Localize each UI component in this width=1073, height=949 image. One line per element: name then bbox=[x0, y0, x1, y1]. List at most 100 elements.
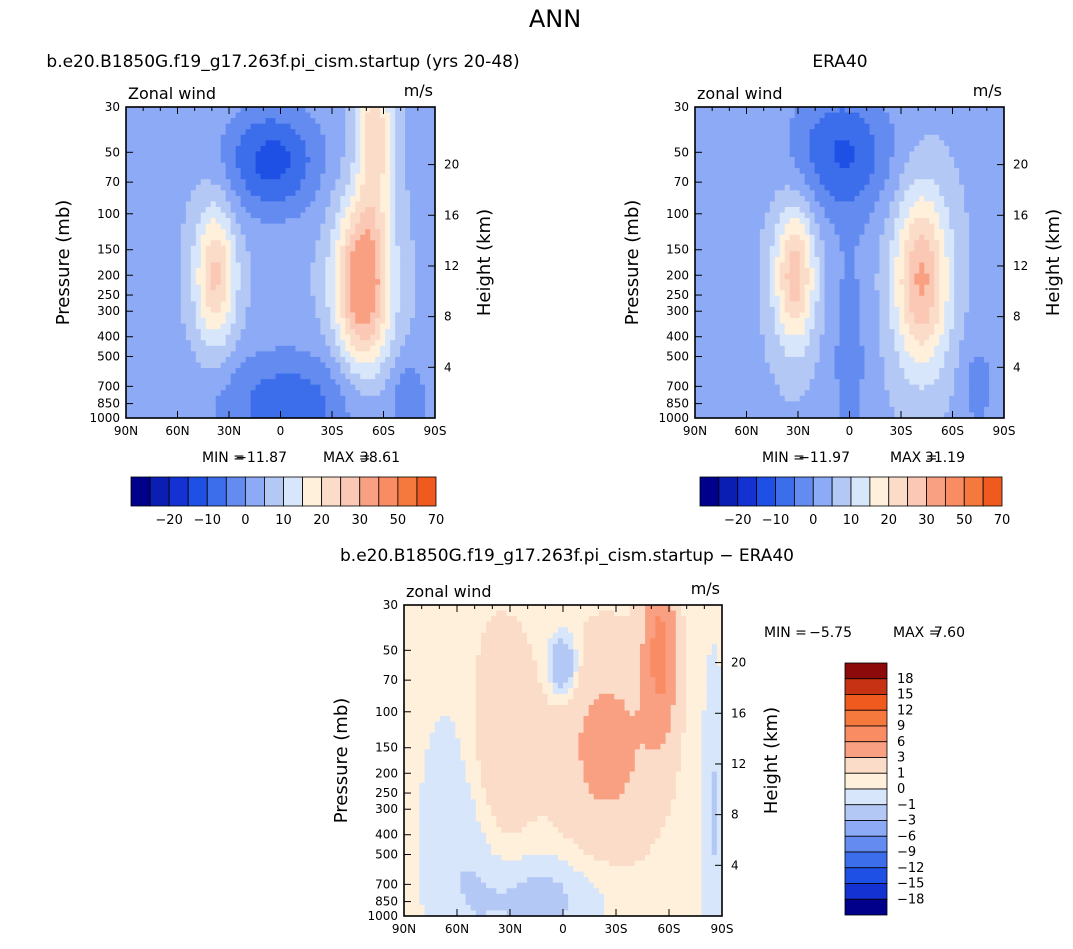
heatmap-cell bbox=[190, 373, 197, 380]
heatmap-cell bbox=[205, 362, 212, 369]
heatmap-cell bbox=[155, 345, 162, 352]
heatmap-cell bbox=[380, 107, 386, 114]
heatmap-cell bbox=[305, 373, 311, 380]
heatmap-cell bbox=[335, 234, 341, 241]
heatmap-cell bbox=[395, 107, 401, 114]
heatmap-cell bbox=[300, 140, 307, 147]
heatmap-cell bbox=[310, 351, 316, 358]
heatmap-cell bbox=[245, 306, 252, 314]
heatmap-cell bbox=[365, 134, 371, 141]
heatmap-cell bbox=[205, 179, 212, 186]
heatmap-cell bbox=[744, 206, 751, 214]
heatmap-cell bbox=[325, 279, 331, 286]
heatmap-cell bbox=[330, 379, 336, 386]
heatmap-cell bbox=[130, 195, 137, 203]
heatmap-cell bbox=[126, 123, 132, 130]
heatmap-cell bbox=[270, 323, 277, 330]
heatmap-cell bbox=[215, 256, 222, 264]
heatmap-cell bbox=[714, 140, 721, 147]
heatmap-cell bbox=[400, 240, 406, 247]
heatmap-cell bbox=[989, 173, 995, 180]
heatmap-cell bbox=[849, 212, 856, 219]
heatmap-cell bbox=[220, 134, 227, 141]
heatmap-cell bbox=[809, 140, 816, 147]
heatmap-cell bbox=[420, 284, 426, 291]
heatmap-cell bbox=[290, 256, 297, 264]
heatmap-cell bbox=[969, 156, 975, 164]
heatmap-cell bbox=[919, 173, 925, 180]
heatmap-cell bbox=[275, 334, 282, 341]
heatmap-cell bbox=[370, 206, 376, 214]
heatmap-cell bbox=[360, 245, 366, 252]
heatmap-cell bbox=[160, 362, 167, 369]
heatmap-cell bbox=[340, 351, 346, 358]
heatmap-cell bbox=[824, 145, 831, 153]
heatmap-cell bbox=[834, 206, 841, 214]
heatmap-cell bbox=[240, 184, 247, 191]
heatmap-cell bbox=[345, 107, 351, 114]
heatmap-cell bbox=[829, 145, 836, 153]
heatmap-cell bbox=[395, 295, 401, 302]
heatmap-cell bbox=[839, 173, 846, 180]
heatmap-cell bbox=[749, 118, 756, 125]
heatmap-cell bbox=[170, 223, 177, 230]
heatmap-cell bbox=[699, 118, 706, 125]
heatmap-cell bbox=[395, 306, 401, 314]
heatmap-cell bbox=[335, 268, 341, 275]
heatmap-cell bbox=[150, 234, 157, 241]
heatmap-cell bbox=[390, 273, 396, 280]
heatmap-cell bbox=[270, 256, 277, 264]
heatmap-cell bbox=[145, 229, 152, 236]
heatmap-cell bbox=[829, 223, 836, 230]
heatmap-cell bbox=[355, 390, 361, 397]
heatmap-cell bbox=[724, 134, 731, 141]
heatmap-cell bbox=[220, 206, 227, 214]
heatmap-cell bbox=[769, 107, 776, 114]
heatmap-cell bbox=[235, 351, 242, 358]
heatmap-cell bbox=[215, 145, 222, 153]
heatmap-cell bbox=[155, 162, 162, 169]
heatmap-cell bbox=[430, 412, 436, 419]
heatmap-cell bbox=[375, 268, 381, 275]
heatmap-cell bbox=[809, 168, 816, 175]
heatmap-cell bbox=[135, 251, 142, 258]
heatmap-cell bbox=[355, 256, 361, 264]
heatmap-cell bbox=[180, 340, 187, 347]
heatmap-cell bbox=[360, 240, 366, 247]
heatmap-cell bbox=[719, 129, 726, 136]
heatmap-cell bbox=[804, 223, 811, 230]
heatmap-cell bbox=[170, 245, 177, 252]
heatmap-cell bbox=[829, 129, 836, 136]
heatmap-cell bbox=[185, 134, 192, 141]
heatmap-cell bbox=[305, 134, 311, 141]
heatmap-cell bbox=[784, 129, 791, 136]
heatmap-cell bbox=[744, 190, 751, 197]
heatmap-cell bbox=[954, 156, 960, 164]
heatmap-cell bbox=[245, 412, 252, 419]
heatmap-cell bbox=[200, 268, 207, 275]
heatmap-cell bbox=[969, 212, 975, 219]
heatmap-cell bbox=[410, 145, 416, 153]
heatmap-cell bbox=[829, 212, 836, 219]
heatmap-cell bbox=[365, 406, 371, 414]
heatmap-cell bbox=[335, 351, 341, 358]
heatmap-cell bbox=[799, 223, 806, 230]
heatmap-cell bbox=[275, 412, 282, 419]
heatmap-cell bbox=[764, 184, 771, 191]
heatmap-cell bbox=[275, 362, 282, 369]
heatmap-cell bbox=[999, 179, 1005, 186]
heatmap-cell bbox=[300, 173, 307, 180]
heatmap-cell bbox=[410, 123, 416, 130]
heatmap-cell bbox=[330, 240, 336, 247]
heatmap-cell bbox=[405, 234, 411, 241]
heatmap-cell bbox=[400, 123, 406, 130]
heatmap-cell bbox=[330, 301, 336, 308]
heatmap-cell bbox=[410, 206, 416, 214]
heatmap-cell bbox=[360, 273, 366, 280]
heatmap-cell bbox=[370, 356, 376, 364]
heatmap-cell bbox=[994, 162, 1000, 169]
heatmap-cell bbox=[210, 379, 217, 386]
heatmap-cell bbox=[390, 168, 396, 175]
heatmap-cell bbox=[824, 118, 831, 125]
heatmap-cell bbox=[704, 179, 711, 186]
